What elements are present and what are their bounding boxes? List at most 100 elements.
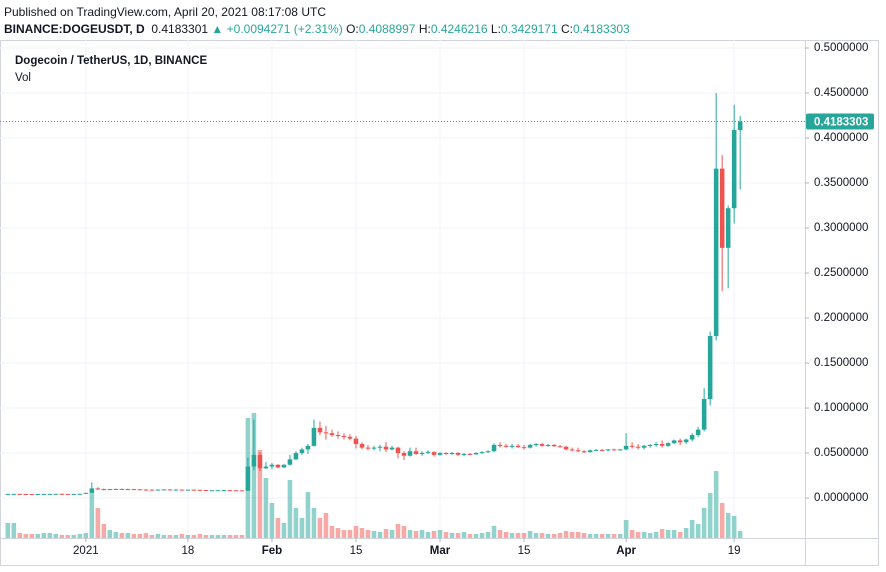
- last-price-tag: [806, 113, 874, 130]
- volume-bar: [137, 534, 143, 538]
- candle-body: [347, 436, 353, 439]
- volume-bar: [329, 526, 335, 538]
- volume-bar: [281, 523, 287, 538]
- candle-body: [443, 453, 449, 455]
- chart-title: Dogecoin / TetherUS, 1D, BINANCE: [15, 55, 207, 67]
- volume-bar: [389, 530, 395, 538]
- y-tick-label: 0.4500000: [814, 87, 868, 99]
- volume-bar: [5, 523, 11, 538]
- candle-body: [341, 435, 347, 437]
- volume-bar: [323, 513, 329, 538]
- y-tick-label: 0.0000000: [814, 492, 868, 504]
- candle-body: [635, 446, 641, 448]
- candle-body: [719, 168, 725, 248]
- candle-body: [707, 336, 713, 400]
- x-tick-label: Apr: [616, 545, 636, 557]
- candle-body: [299, 449, 305, 454]
- candle-body: [185, 489, 191, 491]
- candle-body: [623, 445, 629, 450]
- volume-bar: [587, 534, 593, 538]
- volume-bar: [635, 532, 641, 538]
- volume-bar: [35, 534, 41, 538]
- candle-body: [713, 168, 719, 337]
- x-tick-label: Feb: [262, 545, 282, 557]
- candle-body: [401, 453, 407, 456]
- candle-body: [83, 492, 89, 494]
- volume-bar: [431, 531, 437, 538]
- volume-bar: [515, 533, 521, 538]
- volume-bar: [443, 532, 449, 538]
- volume-bar: [119, 533, 125, 538]
- candle-body: [599, 449, 605, 451]
- change: ▲ +0.0094271 (+2.31%): [211, 22, 343, 36]
- volume-bar: [155, 534, 161, 538]
- candle-body: [77, 493, 83, 495]
- y-tick-label: 0.3000000: [814, 222, 868, 234]
- candle-body: [203, 490, 209, 492]
- volume-bar: [521, 533, 527, 538]
- candle-body: [173, 489, 179, 491]
- volume-bar: [299, 518, 305, 538]
- volume-bar: [413, 531, 419, 538]
- volume-bar: [41, 533, 47, 538]
- volume-bar: [485, 532, 491, 538]
- volume-bar: [461, 532, 467, 538]
- volume-bar: [257, 450, 263, 538]
- volume-bar: [125, 533, 131, 538]
- candle-body: [545, 444, 551, 446]
- candle-body: [503, 445, 509, 447]
- candle-body: [509, 445, 515, 447]
- candle-body: [701, 399, 707, 430]
- volume-label: Vol: [15, 72, 31, 84]
- candle-body: [215, 490, 221, 492]
- candle-body: [569, 449, 575, 451]
- volume-bar: [275, 518, 281, 538]
- volume-bar: [59, 535, 65, 538]
- y-tick-label: 0.0500000: [814, 447, 868, 459]
- volume-bar: [341, 530, 347, 538]
- volume-bar: [83, 533, 89, 538]
- grid: [0, 40, 805, 538]
- y-tick-label: 0.3500000: [814, 177, 868, 189]
- volume-bar: [131, 534, 137, 538]
- volume-bar: [335, 528, 341, 538]
- volume-bar: [713, 471, 719, 538]
- candle-body: [689, 435, 695, 440]
- candle-body: [383, 446, 389, 450]
- candle-body: [5, 493, 11, 495]
- candle-body: [725, 208, 731, 248]
- volume-bar: [467, 534, 473, 538]
- volume-bar: [89, 493, 95, 538]
- volume-bar: [197, 534, 203, 538]
- candle-body: [71, 493, 77, 495]
- volume-bar: [251, 413, 257, 538]
- candle-body: [221, 490, 227, 492]
- candle-body: [209, 490, 215, 492]
- volume-bar: [677, 532, 683, 538]
- candle-body: [191, 489, 197, 491]
- volume-bar: [11, 523, 17, 538]
- volume-bar: [395, 524, 401, 538]
- volume-bar: [575, 532, 581, 538]
- volume-bar: [719, 503, 725, 538]
- candle-body: [425, 452, 431, 454]
- candle-body: [269, 464, 275, 467]
- volume-bar: [209, 535, 215, 538]
- volume-bar: [65, 535, 71, 538]
- h-value: 0.4246216: [430, 22, 488, 36]
- candle-body: [515, 445, 521, 448]
- volume-bar: [659, 529, 665, 538]
- volume-bar: [227, 535, 233, 538]
- y-tick-label: 0.1000000: [814, 402, 868, 414]
- candle-body: [65, 493, 71, 495]
- volume-bar: [593, 534, 599, 538]
- volume-bar: [17, 533, 23, 538]
- volume-bar: [731, 516, 737, 538]
- candle-body: [197, 489, 203, 491]
- volume-bar: [143, 533, 149, 538]
- candle-body: [137, 489, 143, 491]
- volume-bar: [533, 533, 539, 538]
- volume-bar: [605, 534, 611, 538]
- candle-body: [35, 493, 41, 495]
- volume-bar: [173, 535, 179, 538]
